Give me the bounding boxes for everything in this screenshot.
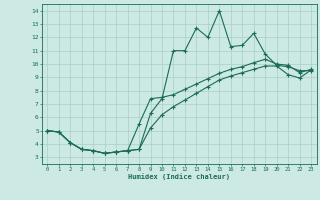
X-axis label: Humidex (Indice chaleur): Humidex (Indice chaleur) <box>128 173 230 180</box>
